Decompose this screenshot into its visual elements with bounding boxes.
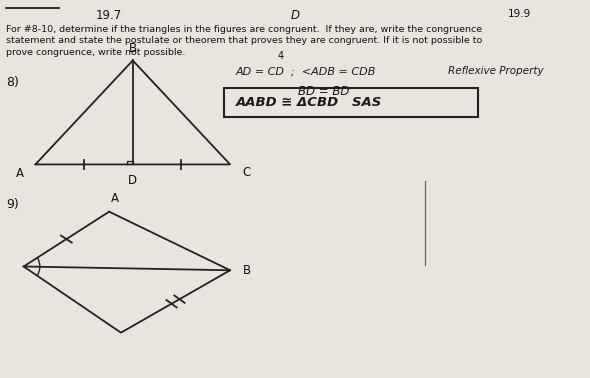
Text: B: B: [129, 42, 137, 55]
Text: 9): 9): [6, 198, 19, 211]
Text: 19.9: 19.9: [507, 9, 531, 19]
Text: D: D: [128, 174, 137, 187]
Text: For #8-10, determine if the triangles in the figures are congruent.  If they are: For #8-10, determine if the triangles in…: [6, 25, 482, 57]
Text: AABD ≅ ΔCBD   SAS: AABD ≅ ΔCBD SAS: [236, 96, 382, 109]
Text: 8): 8): [6, 76, 19, 88]
Text: B: B: [243, 264, 251, 277]
Text: BD = BD: BD = BD: [298, 85, 349, 98]
Text: 19.7: 19.7: [96, 9, 122, 22]
Text: D: D: [290, 9, 300, 22]
Text: A: A: [111, 192, 119, 205]
Text: Reflexive Property: Reflexive Property: [448, 66, 544, 76]
Text: AD = CD  ;  <ADB = CDB: AD = CD ; <ADB = CDB: [236, 66, 376, 76]
Text: A: A: [15, 167, 24, 180]
Text: 4: 4: [277, 51, 283, 61]
Text: C: C: [242, 166, 250, 179]
